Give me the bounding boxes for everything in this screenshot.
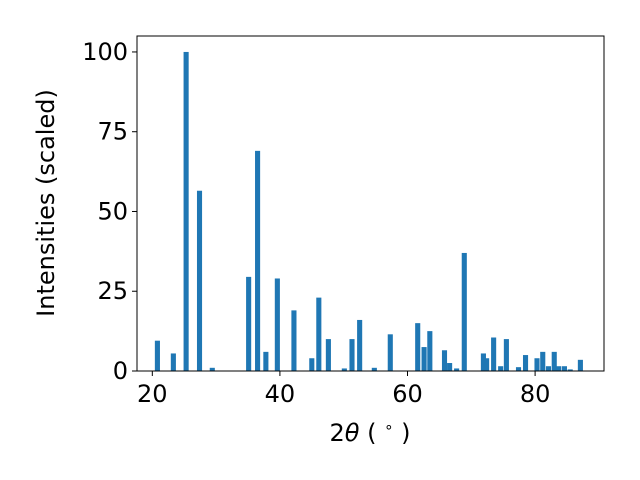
bar bbox=[556, 366, 562, 371]
bar bbox=[515, 367, 522, 371]
x-tick-label: 80 bbox=[520, 380, 551, 408]
bar bbox=[309, 358, 315, 371]
bar bbox=[170, 353, 176, 371]
y-tick-label: 50 bbox=[97, 197, 128, 225]
x-axis-ticks: 20 40 60 80 bbox=[137, 371, 550, 408]
y-axis-ticks: 0 25 50 75 100 bbox=[82, 38, 137, 385]
bar bbox=[291, 310, 297, 371]
bar bbox=[341, 368, 347, 371]
x-axis-label: 2θ ( ∘ ) bbox=[330, 418, 411, 447]
x-axis-label-close: ) bbox=[393, 419, 410, 447]
bar bbox=[551, 351, 557, 371]
y-axis-label: Intensities (scaled) bbox=[32, 89, 60, 317]
bar bbox=[316, 297, 322, 371]
bar bbox=[349, 339, 355, 371]
y-tick-label: 0 bbox=[113, 357, 128, 385]
bar bbox=[415, 323, 421, 371]
x-tick-label: 60 bbox=[392, 380, 423, 408]
bar bbox=[274, 278, 280, 371]
x-axis-label-degree: ∘ bbox=[384, 418, 393, 436]
bar bbox=[246, 276, 252, 371]
bar bbox=[484, 358, 490, 371]
bar bbox=[183, 51, 189, 371]
plot-frame bbox=[136, 35, 605, 372]
bar bbox=[255, 150, 261, 371]
bar bbox=[196, 190, 203, 371]
bar bbox=[427, 331, 433, 371]
x-axis-label-open: ( bbox=[359, 419, 384, 447]
bar bbox=[325, 339, 331, 371]
bar bbox=[491, 337, 497, 371]
bar bbox=[421, 347, 427, 371]
bar bbox=[461, 252, 467, 371]
bar bbox=[498, 366, 504, 371]
bar bbox=[454, 368, 460, 371]
bar bbox=[371, 367, 377, 371]
x-tick-label: 40 bbox=[265, 380, 296, 408]
bar bbox=[480, 353, 486, 371]
x-axis-label-prefix: 2 bbox=[330, 419, 345, 447]
bar bbox=[263, 351, 269, 371]
y-tick-label: 75 bbox=[97, 118, 128, 146]
x-axis-label-theta: θ bbox=[345, 419, 360, 447]
bar bbox=[534, 358, 540, 371]
bar bbox=[540, 351, 546, 371]
bar bbox=[567, 369, 573, 371]
bar bbox=[357, 319, 363, 371]
y-tick-label: 100 bbox=[82, 38, 128, 66]
bar bbox=[154, 340, 160, 371]
bar bbox=[545, 366, 552, 371]
bar bbox=[522, 355, 529, 371]
bar bbox=[447, 363, 453, 371]
bar bbox=[561, 366, 567, 371]
bar bbox=[503, 339, 509, 371]
bar bbox=[387, 334, 393, 371]
bars-layer bbox=[154, 51, 583, 371]
bar bbox=[209, 367, 215, 371]
x-tick-label: 20 bbox=[137, 380, 168, 408]
bar bbox=[577, 359, 583, 371]
y-tick-label: 25 bbox=[97, 277, 128, 305]
bar bbox=[441, 350, 448, 371]
